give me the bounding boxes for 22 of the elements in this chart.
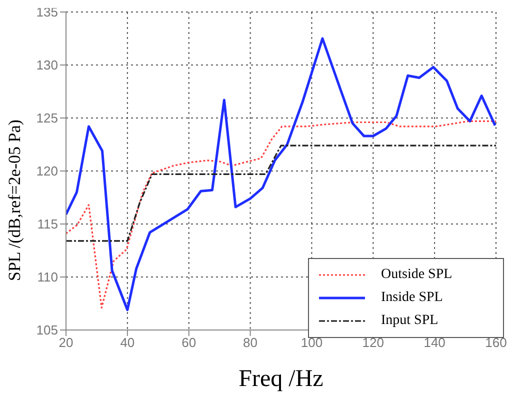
y-axis-title: SPL /(dB,ref=2e-05 Pa)	[5, 120, 24, 281]
x-tick-label: 160	[485, 335, 507, 350]
x-tick-label: 80	[243, 335, 258, 350]
x-tick-label: 40	[120, 335, 135, 350]
x-tick-label: 140	[424, 335, 446, 350]
x-tick-label: 100	[300, 335, 323, 350]
y-tick-label: 120	[36, 164, 58, 179]
line-series	[66, 37, 496, 312]
x-tick-label: 20	[58, 335, 74, 350]
x-tick-label: 60	[182, 335, 196, 350]
y-tick-label: 115	[37, 216, 58, 232]
y-tick-label: 110	[37, 270, 58, 285]
x-axis-title: Freq /Hz	[238, 366, 324, 392]
line-series	[66, 144, 496, 242]
legend-label: Input SPL	[381, 312, 438, 328]
y-tick-label: 130	[36, 58, 58, 73]
y-tick-label: 125	[36, 110, 58, 126]
line-series	[66, 120, 496, 309]
y-tick-label: 105	[36, 322, 58, 338]
x-tick-label: 120	[362, 335, 384, 350]
legend-label: Outside SPL	[381, 266, 452, 282]
legend-label: Inside SPL	[381, 290, 443, 306]
